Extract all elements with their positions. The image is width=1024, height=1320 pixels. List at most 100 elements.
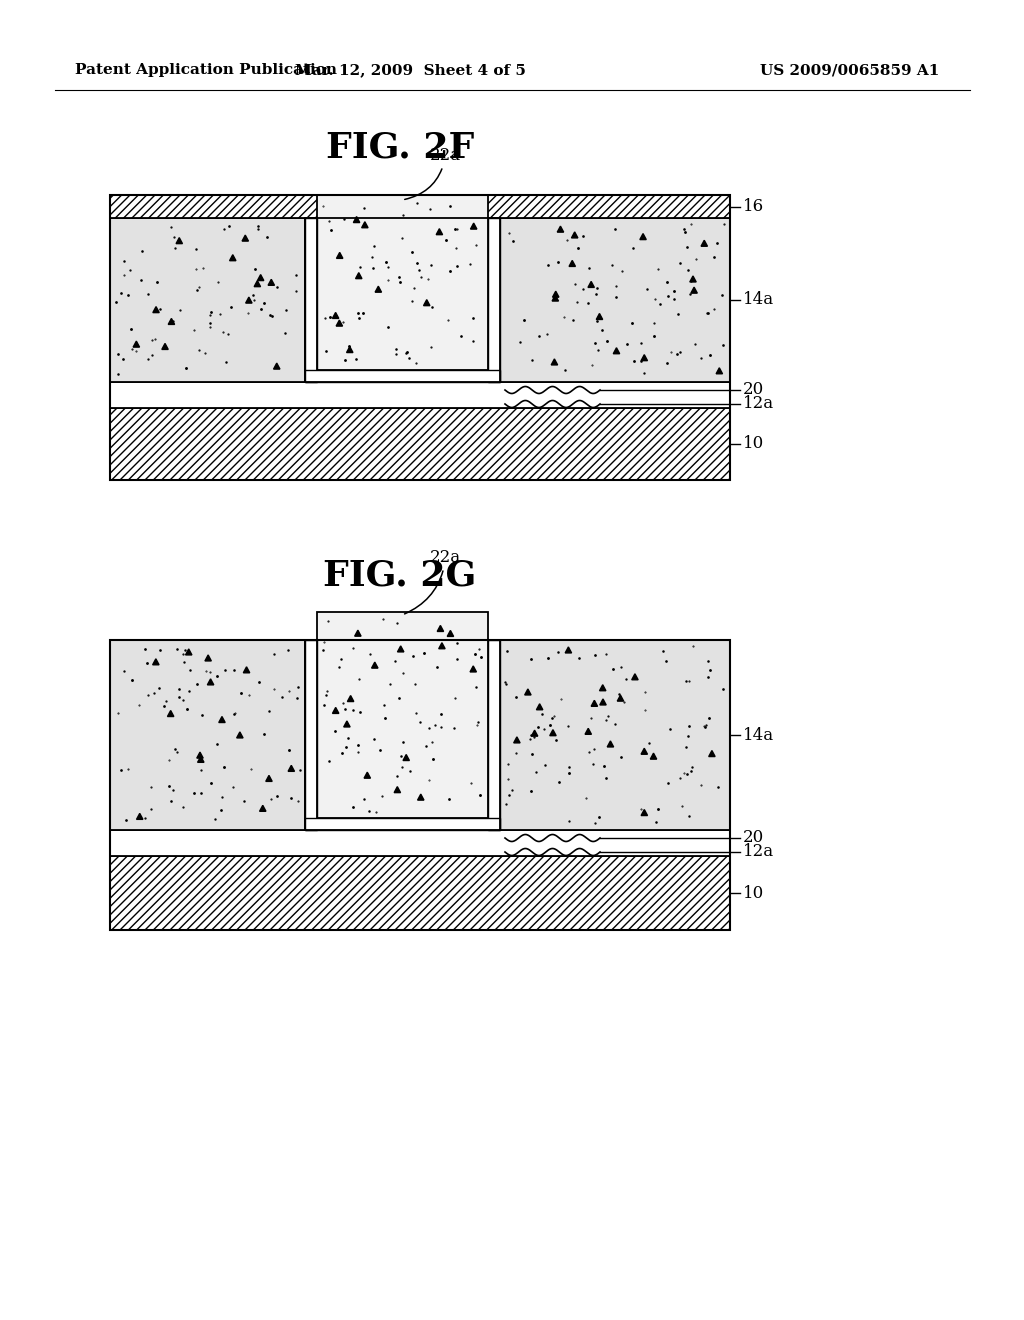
Text: 12a: 12a: [743, 843, 774, 861]
Polygon shape: [569, 260, 575, 267]
Text: 20: 20: [743, 381, 764, 399]
Polygon shape: [596, 313, 603, 319]
Polygon shape: [197, 752, 203, 758]
Polygon shape: [133, 341, 139, 347]
Polygon shape: [514, 737, 520, 743]
Polygon shape: [691, 288, 697, 293]
Bar: [110, 640, 305, 830]
Polygon shape: [403, 755, 410, 760]
Text: 16: 16: [743, 198, 764, 215]
Bar: [305, 218, 500, 381]
Polygon shape: [690, 276, 696, 282]
Polygon shape: [355, 273, 361, 279]
Polygon shape: [205, 655, 211, 661]
Text: 10: 10: [743, 884, 764, 902]
Polygon shape: [336, 319, 343, 326]
Polygon shape: [585, 729, 592, 734]
Polygon shape: [333, 313, 339, 318]
Polygon shape: [524, 689, 531, 694]
Polygon shape: [162, 343, 168, 350]
Bar: [305, 640, 500, 830]
Text: 20: 20: [743, 829, 764, 846]
Bar: [305, 218, 317, 381]
Polygon shape: [361, 222, 368, 228]
Bar: [500, 218, 730, 381]
Polygon shape: [447, 631, 454, 636]
Polygon shape: [565, 647, 571, 653]
Polygon shape: [198, 756, 204, 763]
Polygon shape: [557, 226, 563, 232]
Polygon shape: [537, 704, 543, 710]
Polygon shape: [394, 787, 400, 792]
Text: 14a: 14a: [743, 292, 774, 309]
Bar: [488, 218, 500, 381]
Polygon shape: [344, 721, 350, 727]
Text: Patent Application Publication: Patent Application Publication: [75, 63, 337, 77]
Bar: [488, 640, 500, 830]
Polygon shape: [641, 748, 647, 754]
Polygon shape: [259, 805, 266, 812]
Polygon shape: [550, 730, 556, 735]
Polygon shape: [337, 252, 343, 259]
Polygon shape: [716, 368, 723, 374]
Bar: [110, 195, 730, 480]
Polygon shape: [136, 813, 143, 820]
Polygon shape: [354, 630, 361, 636]
Polygon shape: [470, 223, 477, 230]
Polygon shape: [208, 678, 214, 685]
Polygon shape: [641, 355, 647, 360]
Polygon shape: [257, 275, 264, 281]
Bar: [110, 408, 730, 480]
Polygon shape: [176, 238, 182, 244]
Polygon shape: [185, 649, 191, 655]
Polygon shape: [237, 731, 243, 738]
Polygon shape: [268, 280, 274, 285]
Text: 12a: 12a: [743, 396, 774, 412]
Polygon shape: [436, 228, 442, 235]
Text: 22a: 22a: [404, 549, 461, 614]
Bar: [317, 612, 488, 818]
Polygon shape: [531, 730, 538, 737]
Bar: [305, 640, 317, 830]
Polygon shape: [552, 296, 558, 301]
Polygon shape: [372, 663, 378, 668]
Bar: [317, 612, 488, 818]
Polygon shape: [168, 710, 174, 717]
Text: FIG. 2G: FIG. 2G: [324, 558, 477, 591]
Text: US 2009/0065859 A1: US 2009/0065859 A1: [760, 63, 939, 77]
Polygon shape: [333, 708, 339, 713]
Polygon shape: [617, 696, 624, 701]
Polygon shape: [551, 359, 558, 364]
Polygon shape: [437, 626, 443, 631]
Polygon shape: [254, 281, 260, 286]
Polygon shape: [588, 281, 594, 288]
Text: 22a: 22a: [404, 147, 461, 199]
Bar: [305, 370, 500, 381]
Polygon shape: [701, 240, 708, 247]
Bar: [317, 195, 488, 370]
Polygon shape: [599, 685, 606, 690]
Bar: [110, 381, 730, 408]
Polygon shape: [375, 286, 382, 292]
Polygon shape: [591, 701, 598, 706]
Polygon shape: [244, 667, 250, 673]
Polygon shape: [347, 696, 354, 701]
Polygon shape: [273, 363, 280, 370]
Polygon shape: [246, 297, 252, 304]
Polygon shape: [266, 775, 272, 781]
Polygon shape: [219, 717, 225, 722]
Text: FIG. 2F: FIG. 2F: [326, 131, 474, 165]
Polygon shape: [709, 751, 715, 756]
Polygon shape: [571, 232, 578, 238]
Polygon shape: [600, 700, 606, 705]
Text: 14a: 14a: [743, 726, 774, 743]
Polygon shape: [650, 754, 656, 759]
Bar: [110, 195, 730, 218]
Text: Mar. 12, 2009  Sheet 4 of 5: Mar. 12, 2009 Sheet 4 of 5: [295, 63, 525, 77]
Polygon shape: [346, 347, 353, 352]
Polygon shape: [553, 292, 559, 297]
Bar: [110, 830, 730, 855]
Polygon shape: [153, 659, 159, 665]
Polygon shape: [438, 643, 445, 648]
Polygon shape: [365, 772, 371, 779]
